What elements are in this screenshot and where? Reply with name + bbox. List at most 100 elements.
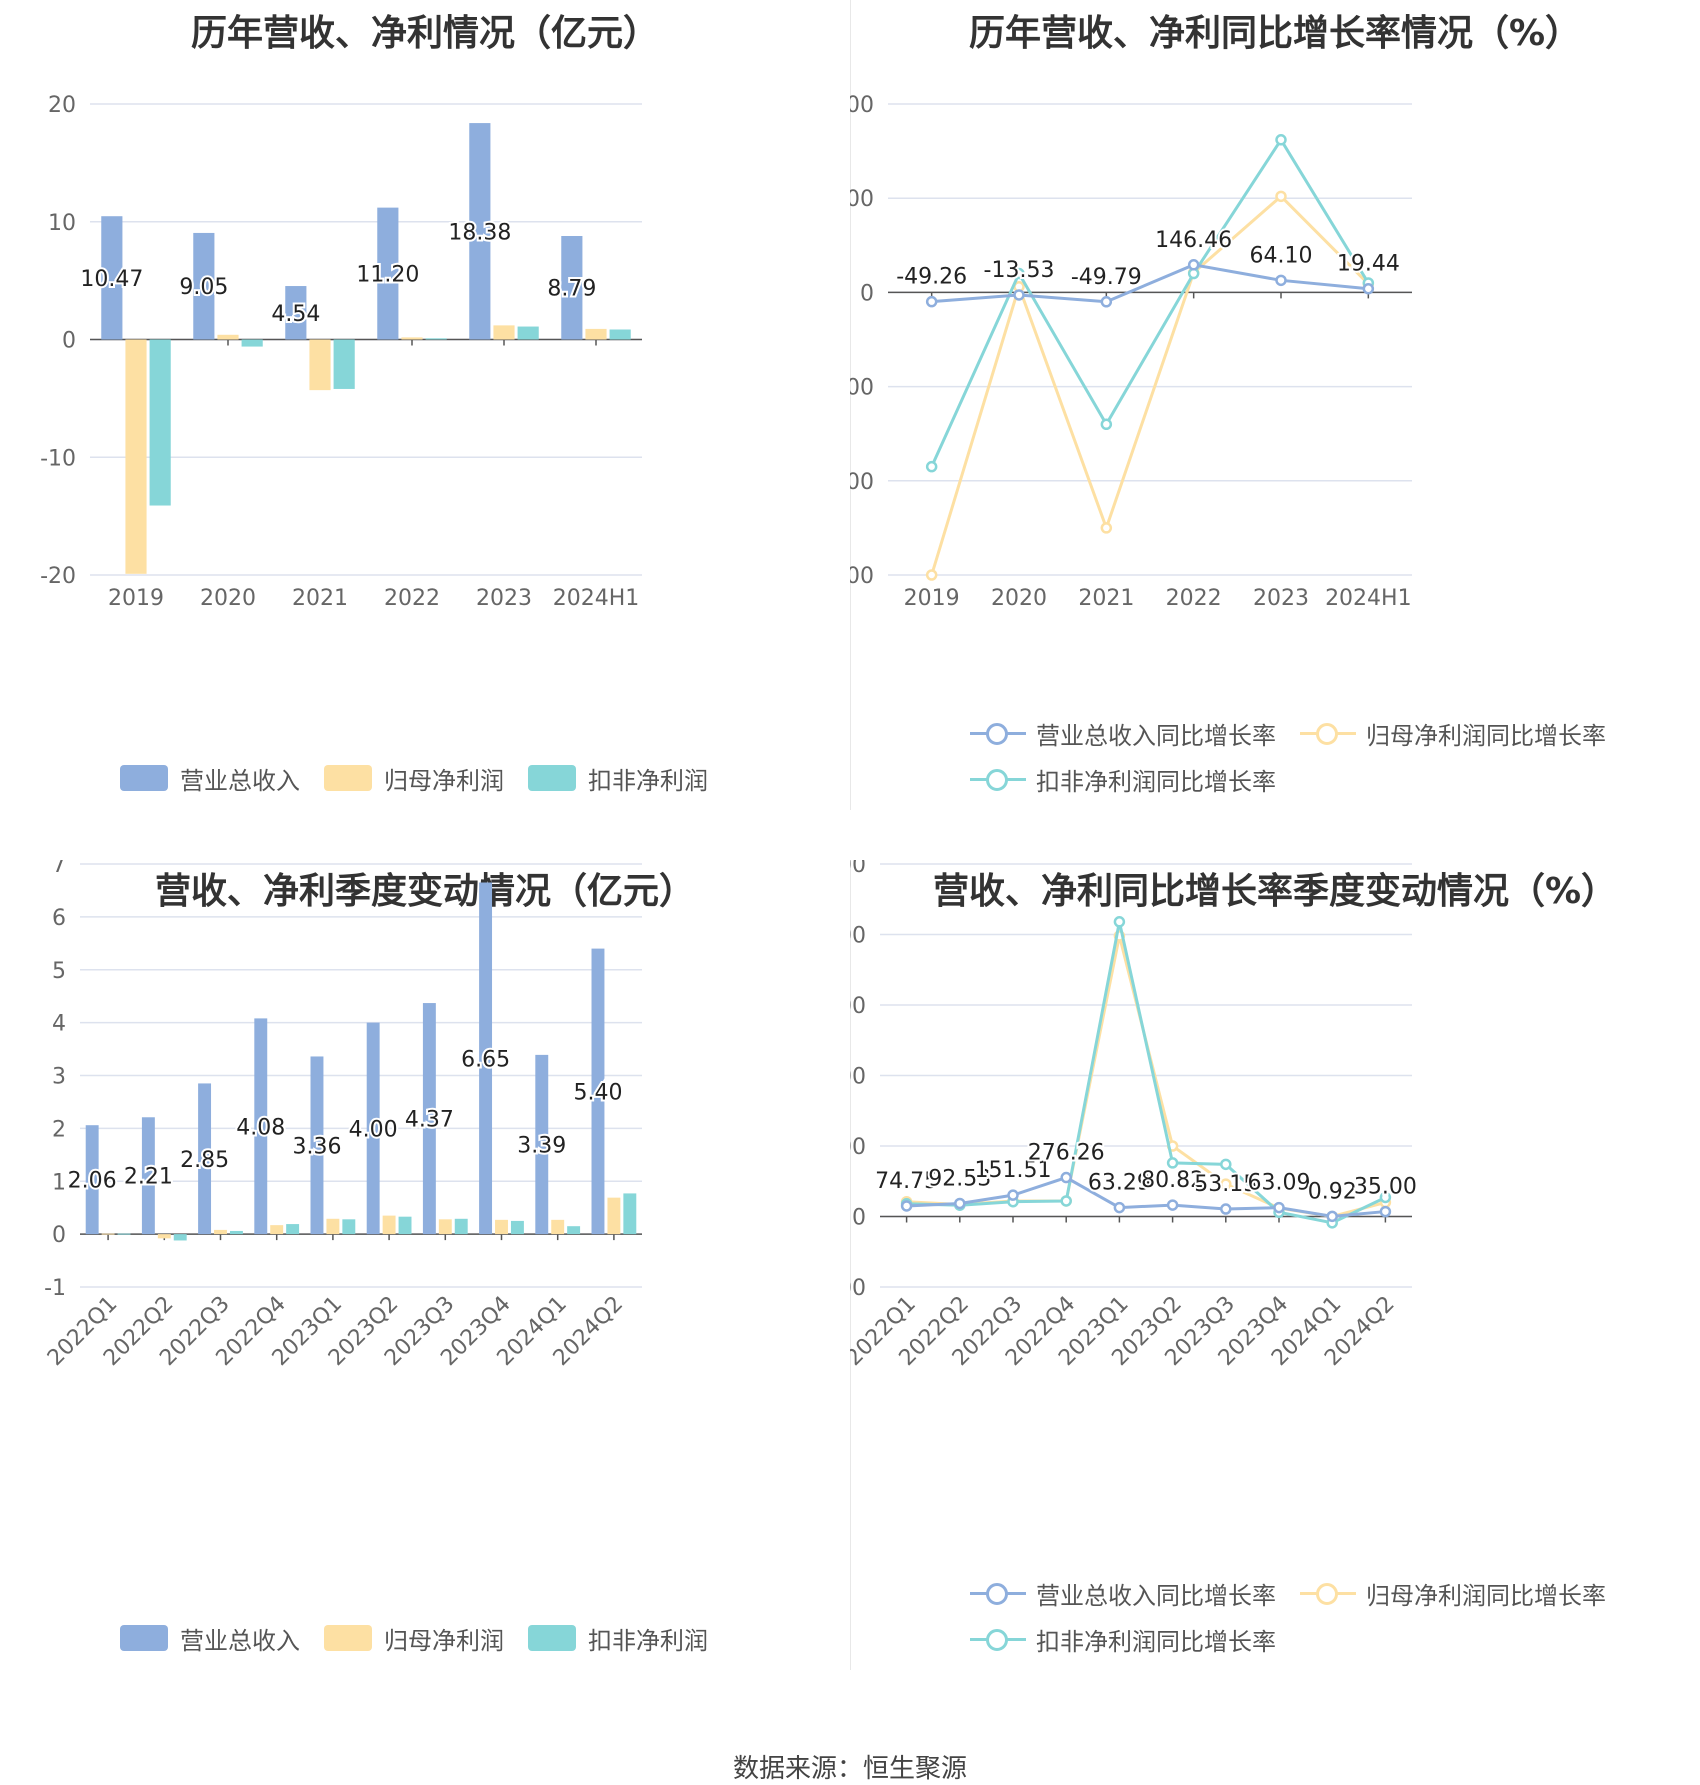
revenue-data-label: 10.47 xyxy=(80,267,143,292)
bar-deducted_profit xyxy=(517,326,539,340)
legend-item-revenue[interactable]: 营业总收入 xyxy=(120,755,300,801)
legend-line-symbol xyxy=(1300,720,1356,746)
legend-item-deducted_profit[interactable]: 扣非净利润同比增长率 xyxy=(970,756,1276,802)
legend-swatch xyxy=(120,1625,168,1651)
revenue-data-label: 4.54 xyxy=(271,302,320,327)
revenue-growth-data-label: 64.10 xyxy=(1250,243,1313,268)
legend-label: 扣非净利润 xyxy=(588,766,708,795)
y-tick-label: 7 xyxy=(52,860,66,878)
y-tick-label: -1 xyxy=(44,1276,66,1301)
legend-item-net_profit[interactable]: 归母净利润 xyxy=(324,1615,504,1661)
legend-label: 营业总收入 xyxy=(180,1626,300,1655)
series-point-net_profit xyxy=(1275,190,1287,203)
series-point-revenue xyxy=(1187,259,1200,271)
bar-net_profit xyxy=(217,334,239,340)
legend-marker xyxy=(986,723,1008,745)
quarterly-revenue-profit-chart: 76543210-12022Q12022Q22022Q32022Q42023Q1… xyxy=(43,860,642,1371)
series-line-revenue xyxy=(906,1175,1386,1218)
bar-net_profit xyxy=(493,325,515,340)
chart-legend: 营业总收入 归母净利润 扣非净利润 xyxy=(120,755,820,801)
chart-title: 营收、净利同比增长率季度变动情况（%） xyxy=(932,871,1618,912)
bar-deducted_profit xyxy=(425,338,447,340)
legend-item-net_profit[interactable]: 归母净利润 xyxy=(324,755,504,801)
x-tick-label: 2019 xyxy=(108,586,164,611)
bar-deducted_profit xyxy=(454,1218,468,1235)
legend-marker xyxy=(1316,1583,1338,1605)
series-point-deducted_profit xyxy=(1166,1157,1179,1169)
bar-revenue xyxy=(561,235,583,340)
chart-legend: 营业总收入同比增长率 归母净利润同比增长率 扣非净利润同比增长率 xyxy=(970,1570,1670,1662)
bar-deducted_profit xyxy=(333,339,355,389)
legend-line-symbol xyxy=(970,1580,1026,1606)
bar-revenue xyxy=(366,1022,380,1235)
legend-item-revenue[interactable]: 营业总收入同比增长率 xyxy=(970,710,1276,756)
legend-label: 营业总收入同比增长率 xyxy=(1036,721,1276,750)
series-line-deducted_profit xyxy=(906,921,1387,1225)
y-tick-label: -20 xyxy=(40,564,76,589)
bar-revenue xyxy=(85,1125,99,1235)
revenue-data-label: 4.08 xyxy=(236,1115,285,1140)
legend-line-symbol xyxy=(970,766,1026,792)
legend-item-revenue[interactable]: 营业总收入 xyxy=(120,1615,300,1661)
revenue-growth-data-label: 0.92 xyxy=(1308,1179,1357,1204)
series-point-net_profit xyxy=(925,569,938,581)
y-tick-label: 500 xyxy=(850,1135,866,1160)
bar-revenue xyxy=(285,286,307,340)
bar-revenue xyxy=(254,1018,268,1235)
x-tick-label: 2020 xyxy=(200,586,256,611)
bar-deducted_profit xyxy=(286,1224,300,1235)
legend-swatch xyxy=(528,1625,576,1651)
bar-net_profit xyxy=(157,1234,171,1239)
legend-swatch xyxy=(528,765,576,791)
x-tick-label: 2023 xyxy=(1253,586,1309,611)
chart-legend: 营业总收入 归母净利润 扣非净利润 xyxy=(120,1615,820,1661)
legend-item-deducted_profit[interactable]: 扣非净利润同比增长率 xyxy=(970,1616,1276,1662)
bar-revenue xyxy=(377,207,399,340)
series-point-revenue xyxy=(900,1200,913,1212)
y-tick-label: -500 xyxy=(850,376,874,401)
legend-marker xyxy=(1316,723,1338,745)
series-point-revenue xyxy=(1362,282,1375,295)
bar-net_profit xyxy=(607,1197,621,1235)
x-tick-label: 2023 xyxy=(476,586,532,611)
revenue-growth-data-label: -13.53 xyxy=(984,258,1055,283)
series-point-revenue xyxy=(1273,1201,1285,1214)
legend-item-net_profit[interactable]: 归母净利润同比增长率 xyxy=(1300,710,1606,756)
series-point-revenue xyxy=(954,1197,966,1210)
legend-line-symbol xyxy=(970,720,1026,746)
legend-swatch xyxy=(120,765,168,791)
y-tick-label: 4 xyxy=(52,1012,66,1037)
series-point-revenue xyxy=(1100,296,1113,308)
series-point-revenue xyxy=(1060,1171,1072,1184)
legend-label: 扣非净利润同比增长率 xyxy=(1036,1627,1276,1656)
bar-deducted_profit xyxy=(229,1230,243,1235)
legend-item-net_profit[interactable]: 归母净利润同比增长率 xyxy=(1300,1570,1606,1616)
y-tick-label: 1,500 xyxy=(850,994,866,1019)
x-tick-label: 2019 xyxy=(904,586,960,611)
legend-label: 归母净利润 xyxy=(384,1626,504,1655)
bar-revenue xyxy=(535,1054,549,1235)
series-point-revenue xyxy=(1007,1189,1019,1201)
bar-net_profit xyxy=(438,1219,452,1235)
revenue-growth-data-label: 151.51 xyxy=(975,1158,1052,1183)
bar-revenue xyxy=(479,882,493,1235)
bar-net_profit xyxy=(101,1233,115,1235)
y-tick-label: 0 xyxy=(62,329,76,354)
series-point-deducted_profit xyxy=(1379,1191,1392,1204)
bar-revenue xyxy=(310,1056,324,1235)
y-tick-label: 1,000 xyxy=(850,1065,866,1090)
legend-item-deducted_profit[interactable]: 扣非净利润 xyxy=(528,1615,708,1661)
revenue-growth-data-label: 19.44 xyxy=(1337,252,1400,277)
annual-chart-panel: 历年营收、净利情况（亿元） 20 10 0 -10 -20 2019 2020 2021 202… xyxy=(0,0,850,860)
y-tick-label: 2,500 xyxy=(850,860,866,878)
series-line-deducted_profit xyxy=(930,136,1370,468)
chart-title: 历年营收、净利情况（亿元） xyxy=(190,13,659,54)
bar-deducted_profit xyxy=(241,339,263,347)
legend-item-revenue[interactable]: 营业总收入同比增长率 xyxy=(970,1570,1276,1616)
legend-item-deducted_profit[interactable]: 扣非净利润 xyxy=(528,755,708,801)
chart-title: 营收、净利季度变动情况（亿元） xyxy=(154,871,695,912)
revenue-growth-data-label: -49.26 xyxy=(896,265,967,290)
y-tick-label: -500 xyxy=(850,1276,866,1301)
series-point-revenue xyxy=(1379,1205,1392,1218)
x-tick-label: 2022 xyxy=(384,586,440,611)
